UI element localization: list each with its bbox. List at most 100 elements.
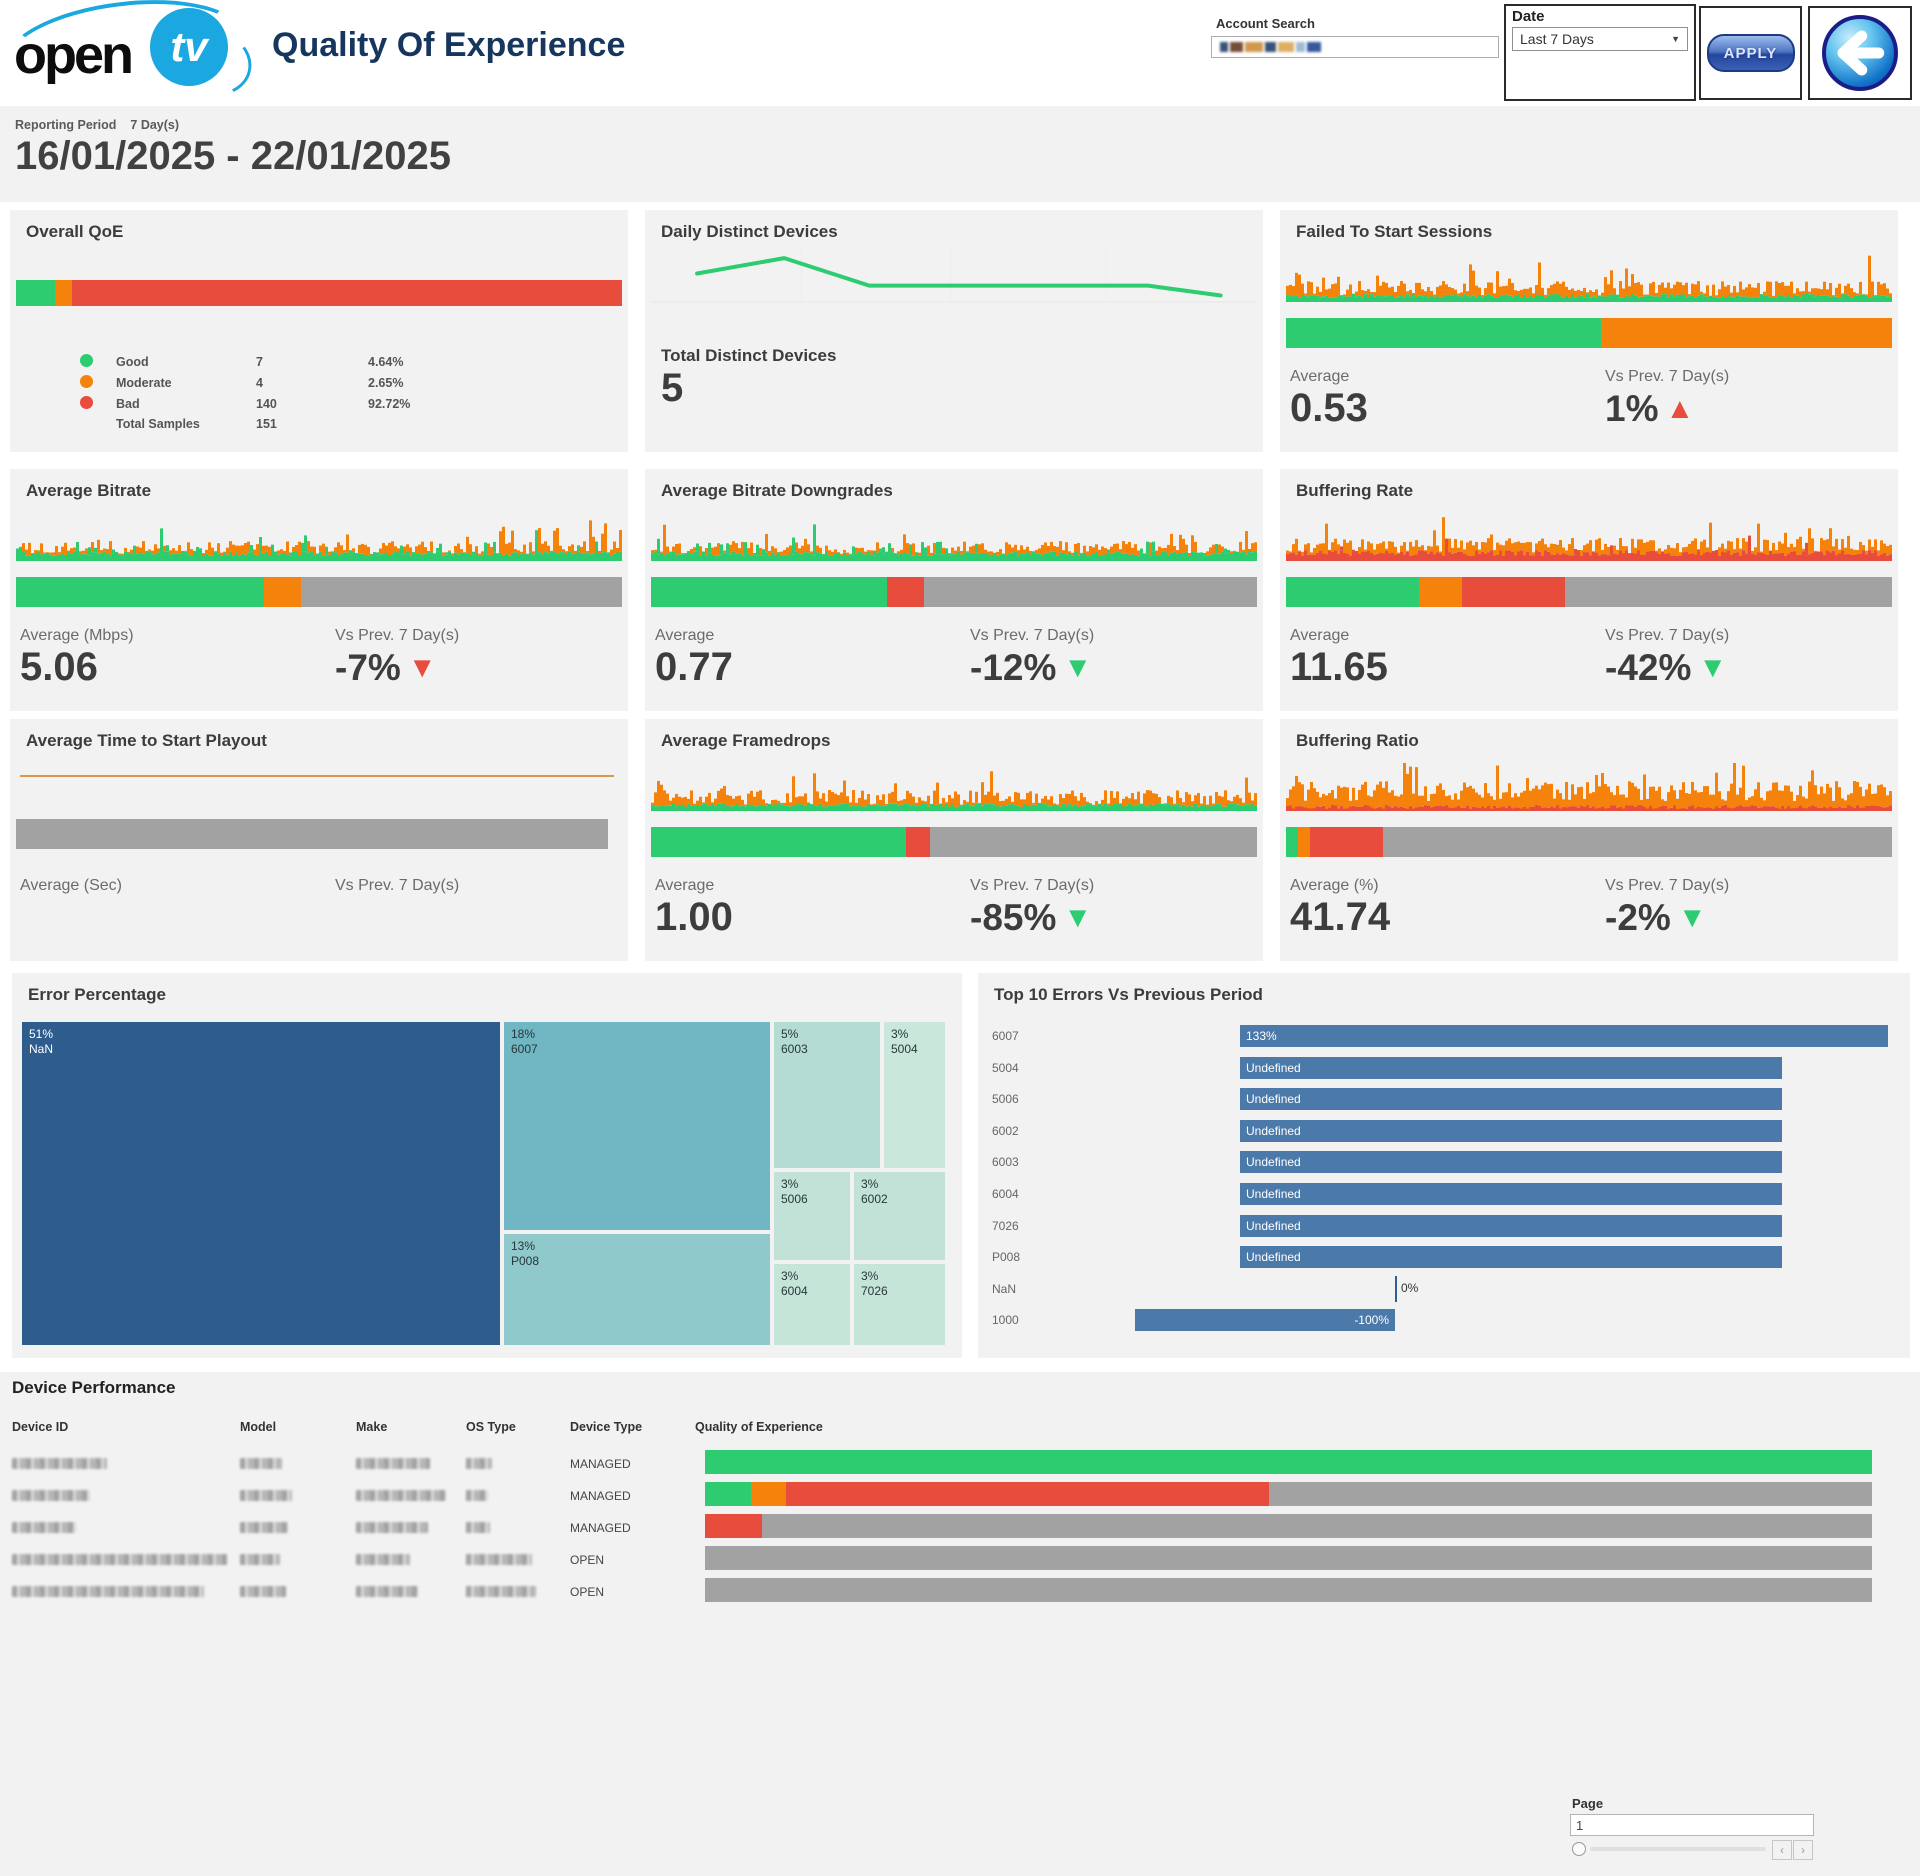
average-time-to-start-playout-panel: Average Time to Start Playout Average (Se… xyxy=(10,719,628,961)
top10-bar: Undefined xyxy=(1240,1151,1782,1174)
legend-dot-cell xyxy=(80,375,116,391)
treemap-cell-5006: 3% 5006 xyxy=(774,1172,850,1260)
daily-distinct-devices-title: Daily Distinct Devices xyxy=(661,222,838,241)
treemap-cell-6004: 3% 6004 xyxy=(774,1264,850,1345)
legend-label: Total Samples xyxy=(116,417,200,431)
vs-prev-label: Vs Prev. 7 Day(s) xyxy=(970,627,1095,644)
average-value: 1.00 xyxy=(655,895,733,939)
search-value-redacted xyxy=(1296,42,1305,52)
average-label: Average xyxy=(1290,368,1350,385)
qoe-segment-orange xyxy=(750,1482,786,1506)
device-make-redacted xyxy=(356,1490,446,1501)
red-dot-icon xyxy=(80,396,93,409)
vs-prev-label: Vs Prev. 7 Day(s) xyxy=(970,877,1095,894)
device-table-header-2: Make xyxy=(356,1420,388,1434)
device-qoe-bar xyxy=(705,1514,1872,1538)
date-range-select[interactable]: Last 7 Days ▼ xyxy=(1512,27,1688,51)
top10-bar: Undefined xyxy=(1240,1119,1782,1142)
bar-segment-green xyxy=(651,577,888,607)
page-slider-track[interactable] xyxy=(1590,1847,1766,1851)
device-type-value: MANAGED xyxy=(570,1457,631,1471)
page-next-button[interactable]: › xyxy=(1793,1840,1813,1860)
delta-value: -42% ▼ xyxy=(1605,647,1728,688)
bar-segment-gray xyxy=(923,577,1257,607)
buffering-ratio-stacked-bar xyxy=(1286,827,1892,857)
delta-down-triangle-icon: ▼ xyxy=(1698,651,1728,684)
bar-segment-gray xyxy=(929,827,1257,857)
device-qoe-bar xyxy=(705,1450,1872,1474)
reporting-period-band: Reporting Period 7 Day(s) 16/01/2025 - 22… xyxy=(0,106,1920,202)
delta-value: -2% ▼ xyxy=(1605,897,1707,938)
apply-button[interactable]: APPLY xyxy=(1706,34,1795,72)
qoe-segment-gray xyxy=(705,1578,1872,1602)
opentv-logo-tv-icon: tv xyxy=(150,8,228,86)
device-make-redacted xyxy=(356,1586,418,1597)
delta-down-triangle-icon: ▼ xyxy=(407,651,437,684)
qoe-segment-gray xyxy=(705,1546,1872,1570)
average-bitrate-downgrades-title: Average Bitrate Downgrades xyxy=(661,481,893,500)
top10-bar: -100% xyxy=(1135,1309,1395,1332)
top10-errors-title: Top 10 Errors Vs Previous Period xyxy=(994,985,1263,1004)
page-slider-handle[interactable] xyxy=(1572,1842,1586,1856)
sparkline-chart xyxy=(16,520,622,561)
search-value-redacted xyxy=(1265,42,1276,52)
bar-segment-orange xyxy=(1601,318,1892,348)
average-value: 5.06 xyxy=(20,645,98,689)
delta-down-triangle-icon: ▼ xyxy=(1063,901,1093,934)
bar-segment-gray xyxy=(1382,827,1892,857)
overall-qoe-panel: Overall QoE Good 7 4.64% Moderate 4 2.65% Bad 14… xyxy=(10,210,628,452)
page-input[interactable] xyxy=(1570,1814,1814,1836)
daily-distinct-devices-panel: Daily Distinct Devices Total Distinct Dev… xyxy=(645,210,1263,452)
treemap-cell-P008: 13% P008 xyxy=(504,1234,770,1345)
qoe-segment-green xyxy=(705,1450,1872,1474)
top10-errors-panel: Top 10 Errors Vs Previous Period 6007 133… xyxy=(978,973,1910,1358)
device-type-value: MANAGED xyxy=(570,1489,631,1503)
average-framedrops-title: Average Framedrops xyxy=(661,731,831,750)
account-search-input[interactable] xyxy=(1211,36,1499,58)
top10-row-label: 6004 xyxy=(992,1187,1019,1201)
bar-segment-gray xyxy=(300,577,622,607)
bar-segment-green xyxy=(1286,318,1602,348)
device-type-value: MANAGED xyxy=(570,1521,631,1535)
top10-row-label: 7026 xyxy=(992,1218,1019,1233)
buffering-ratio-title: Buffering Ratio xyxy=(1296,731,1419,750)
top10-row-label: NaN xyxy=(992,1281,1017,1296)
page-prev-button[interactable]: ‹ xyxy=(1772,1840,1792,1860)
average-bitrate-stacked-bar xyxy=(16,577,622,607)
vs-prev-label: Vs Prev. 7 Day(s) xyxy=(1605,877,1730,894)
buffering-rate-panel: Buffering Rate Average Vs Prev. 7 Day(s) 11… xyxy=(1280,469,1898,711)
delta-down-triangle-icon: ▼ xyxy=(1063,651,1093,684)
top10-bar: 133% xyxy=(1240,1025,1888,1047)
daily-distinct-line-chart xyxy=(651,246,1257,304)
failed-to-start-sessions-sparkline xyxy=(1286,252,1892,302)
date-filter-box: Date Last 7 Days ▼ xyxy=(1504,4,1696,101)
reporting-period-range: 16/01/2025 - 22/01/2025 xyxy=(15,134,451,178)
average-label: Average (Sec) xyxy=(20,877,122,894)
average-label: Average xyxy=(655,877,715,894)
green-dot-icon xyxy=(80,354,93,367)
device-id-redacted xyxy=(12,1554,227,1565)
date-range-selected: Last 7 Days xyxy=(1520,31,1594,47)
delta-down-triangle-icon: ▼ xyxy=(1677,901,1707,934)
device-make-redacted xyxy=(356,1458,430,1469)
delta-value: 1% ▲ xyxy=(1605,388,1695,429)
average-bitrate-downgrades-panel: Average Bitrate Downgrades Average Vs Prev… xyxy=(645,469,1263,711)
device-os-redacted xyxy=(466,1490,488,1501)
average-framedrops-panel: Average Framedrops Average Vs Prev. 7 Day(… xyxy=(645,719,1263,961)
average-value: 11.65 xyxy=(1290,645,1388,689)
legend-count: 151 xyxy=(256,417,277,431)
search-value-redacted xyxy=(1220,42,1228,52)
legend-count: 4 xyxy=(256,376,263,390)
device-os-redacted xyxy=(466,1554,532,1565)
back-button[interactable] xyxy=(1822,15,1898,91)
device-type-value: OPEN xyxy=(570,1553,605,1567)
treemap-cell-7026: 3% 7026 xyxy=(854,1264,945,1345)
buffering-ratio-panel: Buffering Ratio Average (%) Vs Prev. 7 Day… xyxy=(1280,719,1898,961)
reporting-period-days: 7 Day(s) xyxy=(130,118,180,132)
bar-segment-green xyxy=(16,280,56,306)
opentv-logo: open xyxy=(14,25,134,85)
error-percentage-panel: Error Percentage 51% NaN 18% 6007 13% P008… xyxy=(12,973,962,1358)
device-table-header-0: Device ID xyxy=(12,1420,69,1434)
device-performance-section: Device Performance Page ‹ › Device ID Mod… xyxy=(0,1372,1920,1876)
treemap-cell-5004: 3% 5004 xyxy=(884,1022,945,1168)
